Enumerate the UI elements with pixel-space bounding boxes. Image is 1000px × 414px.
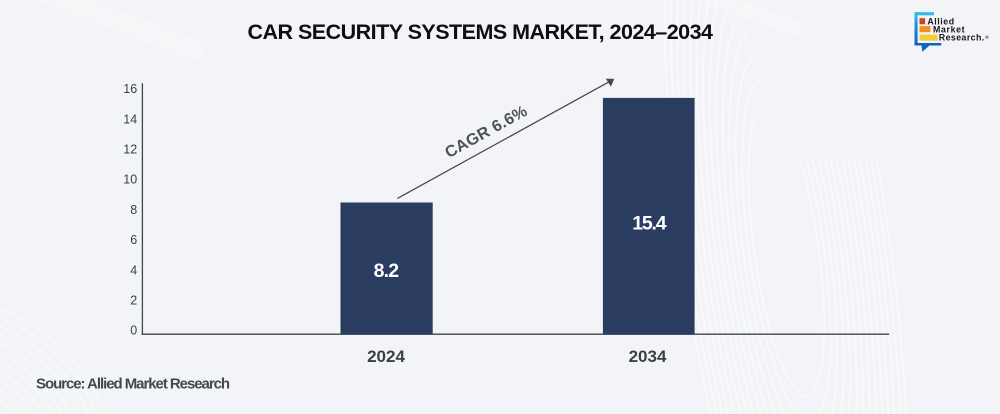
svg-text:2: 2 — [130, 294, 137, 308]
svg-text:2024: 2024 — [367, 347, 405, 366]
svg-text:Allied: Allied — [927, 16, 954, 26]
svg-text:8: 8 — [130, 203, 137, 217]
svg-text:®: ® — [985, 34, 989, 40]
svg-text:4: 4 — [130, 263, 137, 277]
svg-text:Research.: Research. — [939, 33, 985, 43]
svg-text:14: 14 — [123, 112, 137, 126]
svg-text:CAR SECURITY SYSTEMS MARKET, 2: CAR SECURITY SYSTEMS MARKET, 2024–2034 — [248, 20, 714, 44]
svg-text:0: 0 — [130, 324, 137, 338]
svg-text:12: 12 — [123, 143, 137, 157]
svg-text:15.4: 15.4 — [632, 213, 667, 235]
svg-text:10: 10 — [123, 173, 137, 187]
svg-text:Market: Market — [933, 24, 965, 34]
svg-text:8.2: 8.2 — [374, 260, 400, 282]
svg-text:2034: 2034 — [629, 347, 667, 366]
svg-text:6: 6 — [130, 233, 137, 247]
svg-text:Source: Allied Market Research: Source: Allied Market Research — [36, 376, 230, 393]
svg-text:16: 16 — [123, 82, 137, 96]
